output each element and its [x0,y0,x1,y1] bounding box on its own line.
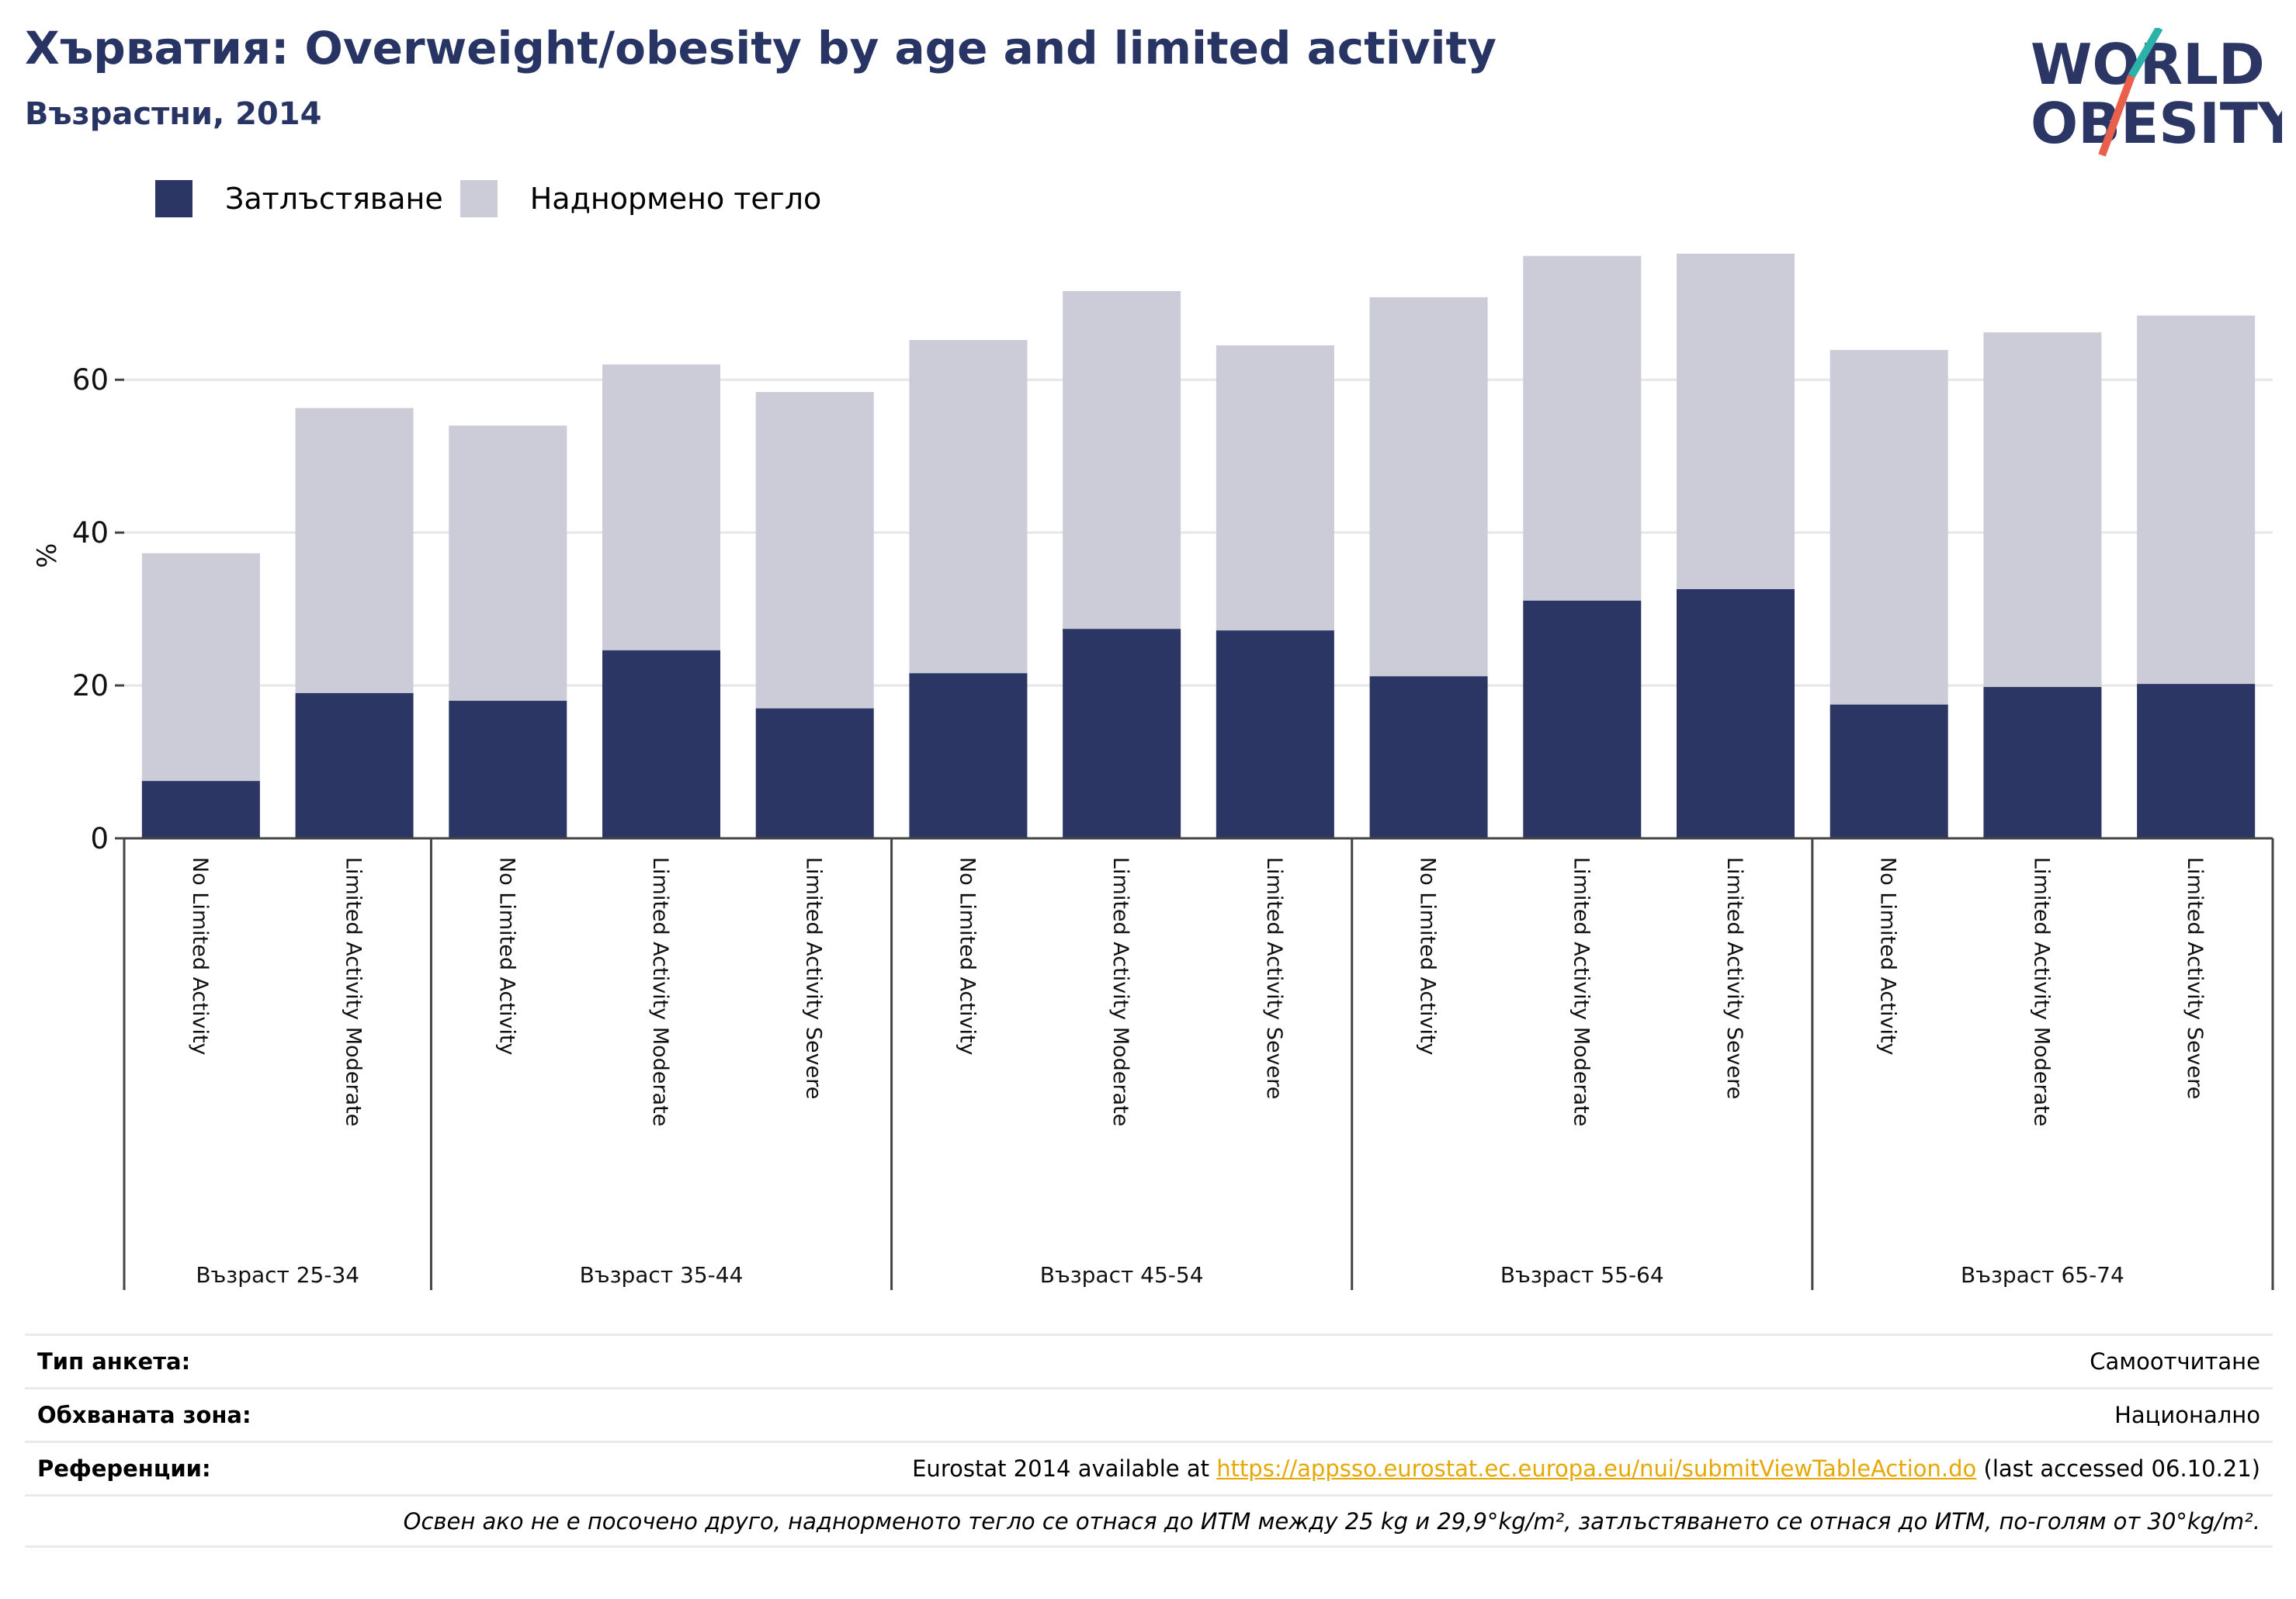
legend-label-overweight: Наднормено тегло [529,182,822,216]
bar-overweight [1216,345,1334,631]
x-category-label: No Limited Activity [955,857,979,1056]
bar-obesity [909,673,1028,838]
bar-obesity [449,700,567,838]
legend-label-obesity: Затлъстяване [225,182,443,216]
legend: Затлъстяване Наднормено тегло [155,177,838,220]
x-category-label: Limited Activity Moderate [1108,857,1132,1126]
legend-item-overweight[interactable]: Наднормено тегло [460,180,822,217]
survey-type-label: Тип анкета: [37,1348,191,1375]
footer-row-coverage: Обхваната зона: Национално [25,1387,2273,1441]
bar-obesity [1677,589,1795,838]
bar-obesity [1216,630,1334,838]
group-label: Възраст 35-44 [580,1262,744,1288]
bar-overweight [1369,297,1488,677]
chart-subtitle: Възрастни, 2014 [25,96,322,132]
chart-footer: Тип анкета: Самоотчитане Обхваната зона:… [25,1334,2273,1548]
x-category-label: Limited Activity Severe [2183,857,2207,1099]
footer-row-survey: Тип анкета: Самоотчитане [25,1334,2273,1387]
bar-overweight [909,340,1028,674]
y-tick-label: 20 [72,669,109,702]
stacked-bar-chart: 0 20 40 60% No Limited Activity Limited Activ… [32,253,2274,1290]
survey-type-value: Самоотчитане [2090,1348,2260,1375]
x-category-label: Limited Activity Severe [1262,857,1286,1099]
definition-note: Освен ако не е посочено друго, наднормен… [403,1507,2260,1535]
group-label: Възраст 65-74 [1961,1262,2124,1288]
references-link[interactable]: https://appsso.eurostat.ec.europa.eu/nui… [1216,1455,1977,1482]
bar-obesity [1369,676,1488,838]
bar-obesity [2137,684,2256,838]
x-category-label: No Limited Activity [188,857,212,1056]
logo-slash-teal-icon [2128,28,2163,78]
bar-overweight [1677,253,1795,590]
bar-obesity [1983,687,2102,838]
bar-obesity [295,692,414,838]
bar-overweight [141,553,260,782]
group-label: Възраст 25-34 [196,1262,359,1288]
bar-obesity [602,650,720,838]
bar-overweight [755,391,874,709]
legend-swatch-obesity [155,180,192,217]
bar-overweight [1983,332,2102,688]
bar-overweight [1523,255,1642,601]
references-suffix: (last accessed 06.10.21) [1976,1455,2261,1482]
bar-overweight [2137,315,2256,685]
logo-slash-red-icon [2098,75,2135,157]
bar-overweight [1830,349,1948,705]
x-category-label: No Limited Activity [1876,857,1900,1056]
footer-row-references: Референции: Eurostat 2014 available at h… [25,1441,2273,1494]
coverage-label: Обхваната зона: [37,1402,251,1428]
x-category-label: Limited Activity Moderate [648,857,672,1126]
world-obesity-logo: WORLD OBESITY [2031,28,2282,157]
x-category-label: No Limited Activity [494,857,519,1056]
x-category-label: No Limited Activity [1416,857,1440,1056]
references-value: Eurostat 2014 available at https://appss… [912,1455,2260,1482]
footer-row-note: Освен ако не е посочено друго, наднормен… [25,1494,2273,1548]
bar-obesity [755,708,874,838]
bar-obesity [1830,704,1948,838]
group-label: Възраст 55-64 [1500,1262,1664,1288]
references-prefix: Eurostat 2014 available at [912,1455,1217,1482]
coverage-value: Национално [2114,1402,2260,1428]
y-axis-label: % [32,543,63,568]
x-category-label: Limited Activity Moderate [342,857,366,1126]
bar-overweight [602,364,720,650]
x-category-label: Limited Activity Severe [1722,857,1746,1099]
bar-overweight [449,425,567,701]
chart-title: Хърватия: Overweight/obesity by age and … [25,22,1497,75]
references-label: Референции: [37,1455,211,1482]
y-tick-label: 40 [72,516,109,550]
y-tick-label: 60 [72,363,109,397]
bar-obesity [1063,629,1181,838]
bar-obesity [141,781,260,838]
legend-swatch-overweight [460,180,498,217]
y-tick-label: 0 [90,822,109,855]
x-category-label: Limited Activity Moderate [1569,857,1593,1126]
x-category-label: Limited Activity Severe [802,857,826,1099]
bar-overweight [295,408,414,693]
legend-item-obesity[interactable]: Затлъстяване [155,180,443,217]
bar-overweight [1063,291,1181,630]
logo-text-obesity: OBESITY [2031,91,2282,156]
bar-obesity [1523,600,1642,838]
x-category-label: Limited Activity Moderate [2029,857,2053,1126]
group-label: Възраст 45-54 [1040,1262,1204,1288]
